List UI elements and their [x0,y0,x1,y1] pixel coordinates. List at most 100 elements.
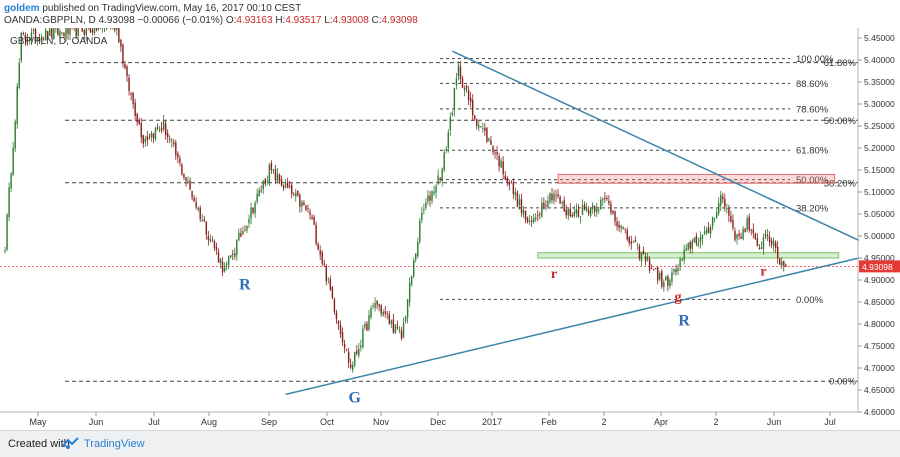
candle-body [230,255,231,257]
candle-body [620,226,621,229]
candle-body [226,263,227,265]
candle-body [470,98,471,102]
candle-body [220,259,221,263]
candle [431,190,432,204]
candle-body [224,267,225,271]
candle-body [295,193,296,196]
candle [236,239,237,261]
candle-body [653,270,654,271]
candle-body [289,186,290,187]
candle-body [728,208,729,215]
candle [364,321,365,329]
candle-body [293,195,294,196]
candle [629,236,630,246]
candle [151,131,152,142]
candle-body [592,205,593,209]
candle [460,61,461,83]
candle-body [299,195,300,206]
candle-body [12,148,13,175]
candle-body [185,177,186,181]
candle [240,228,241,237]
candle [559,195,560,204]
candle [683,245,684,265]
candle [106,28,107,30]
candle [389,311,390,325]
candle-body [574,212,575,216]
candle-body [659,273,660,279]
candle [566,205,567,219]
candle [202,214,203,222]
price-chart[interactable]: 61.80%50.00%38.20%0.00%100.00%88.60%78.6… [0,28,900,430]
candle-body [212,241,213,242]
candle [23,32,24,36]
candle-body [655,268,656,269]
y-tick-label: 4.65000 [864,385,895,395]
candle [688,242,689,251]
candle-body [667,276,668,285]
candle-body [698,243,699,245]
candle [330,276,331,291]
candle [122,43,123,67]
candle-body [344,344,345,348]
candle-body [195,202,196,207]
candle [301,200,302,212]
candle [161,122,162,134]
candle [206,221,207,240]
candle [541,198,542,218]
candle [537,210,538,221]
candle [362,325,363,349]
candle [718,197,719,216]
candle-body [742,229,743,239]
x-tick-label: May [29,417,47,427]
x-tick-label: Jul [148,417,160,427]
candle-body [781,261,782,265]
candle-body [683,250,684,260]
candle-body [529,221,530,222]
candle-body [275,169,276,180]
candle [299,193,300,213]
candle [720,191,721,211]
candle [372,303,373,310]
candle-body [419,221,420,242]
pattern-label-r: r [551,267,557,282]
candle [344,340,345,353]
candle-body [761,247,762,249]
candle-body [458,65,459,77]
candle-body [523,210,524,215]
candle [134,99,135,120]
candle-body [681,259,682,261]
candle-body [175,143,176,156]
candle [482,123,483,133]
tradingview-brand[interactable]: TradingView [84,438,145,450]
author-link[interactable]: goldem [4,3,40,14]
candle-body [116,28,117,30]
candle-body [98,28,99,29]
candle-body [616,222,617,227]
candle-body [303,202,304,205]
candle-body [694,238,695,243]
candle [238,228,239,241]
candle [513,178,514,199]
candle [305,205,306,211]
trendlines [286,51,859,394]
pattern-label-R: R [678,312,690,329]
candle-body [277,174,278,181]
candle [657,267,658,285]
candle [309,209,310,220]
candle-body [322,252,323,263]
candle [555,190,556,203]
candle [19,59,20,90]
candle-body [486,128,487,142]
candle-body [561,202,562,203]
candle [602,197,603,205]
candle-body [187,181,188,183]
candle-body [757,238,758,246]
candle-body [271,163,272,170]
candle [547,195,548,208]
ascending-trendline[interactable] [286,258,859,394]
chart-header: goldem published on TradingView.com, May… [0,0,900,28]
candle [582,199,583,215]
candle-body [236,240,237,255]
candle-body [242,231,243,235]
candle [252,207,253,214]
